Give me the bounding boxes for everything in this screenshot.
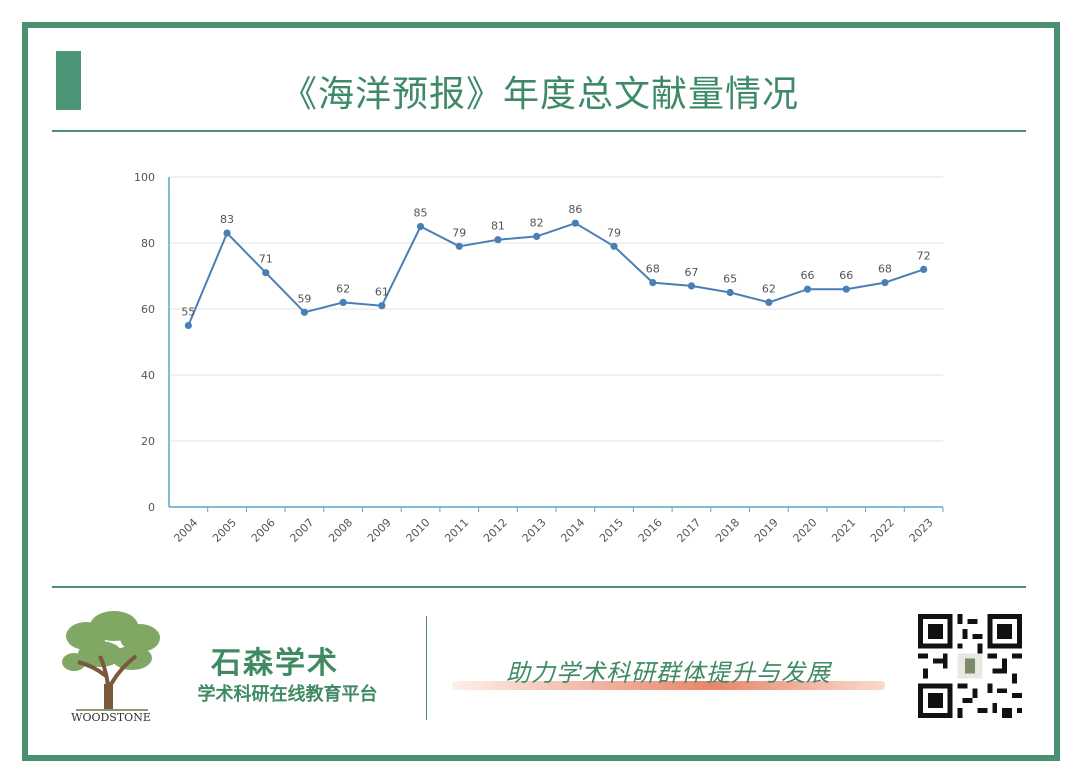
data-point (571, 219, 579, 227)
data-point (687, 282, 696, 290)
data-label: 61 (375, 286, 389, 299)
data-label: 82 (530, 216, 544, 229)
data-point (416, 222, 425, 231)
x-tick-label: 2004 (171, 516, 200, 545)
x-tick-label: 2006 (249, 516, 278, 545)
title-accent-bar (56, 51, 81, 110)
data-label: 65 (723, 273, 737, 286)
y-tick-label: 80 (141, 237, 155, 250)
x-tick-label: 2023 (907, 516, 936, 545)
data-label: 68 (646, 263, 660, 276)
x-tick-label: 2016 (636, 516, 665, 545)
data-point (726, 288, 734, 297)
x-tick-label: 2014 (558, 516, 587, 545)
data-label: 55 (181, 306, 195, 319)
data-label: 62 (336, 282, 350, 295)
brand-subtitle: 学术科研在线教育平台 (197, 684, 378, 705)
data-label: 72 (917, 249, 931, 262)
data-label: 66 (839, 269, 853, 282)
footer-divider (426, 616, 427, 720)
data-point (339, 298, 347, 306)
data-label: 66 (801, 269, 815, 282)
data-point (378, 302, 386, 310)
slogan-underline (452, 681, 885, 690)
x-tick-label: 2010 (404, 516, 433, 545)
x-tick-label: 2008 (326, 516, 355, 545)
y-tick-label: 40 (141, 369, 155, 382)
data-point (262, 269, 270, 277)
x-tick-label: 2009 (365, 516, 394, 545)
data-point (184, 321, 192, 330)
y-tick-label: 60 (141, 303, 155, 316)
series-line (187, 222, 924, 326)
data-label: 86 (568, 203, 582, 216)
y-tick-label: 100 (134, 171, 155, 184)
x-tick-label: 2022 (868, 516, 897, 545)
data-point (300, 308, 309, 316)
x-tick-label: 2015 (597, 516, 626, 545)
data-label: 85 (414, 207, 428, 220)
page-frame (22, 22, 1060, 761)
data-label: 83 (220, 213, 234, 226)
x-tick-label: 2011 (442, 516, 471, 545)
x-tick-label: 2020 (791, 516, 820, 545)
data-label: 67 (684, 266, 698, 279)
svg-text:WOODSTONE: WOODSTONE (71, 711, 151, 724)
data-label: 81 (491, 220, 505, 233)
x-tick-label: 2005 (210, 516, 239, 545)
x-tick-label: 2012 (481, 516, 510, 545)
brand-name: 石森学术 (211, 646, 339, 681)
x-tick-label: 2018 (713, 516, 742, 545)
data-point (610, 242, 618, 250)
data-label: 71 (259, 253, 273, 266)
data-point (223, 229, 231, 237)
data-label: 62 (762, 282, 776, 295)
x-tick-label: 2021 (829, 516, 858, 545)
data-point (455, 242, 463, 250)
data-point (881, 279, 889, 287)
x-tick-label: 2007 (287, 516, 316, 545)
data-point (920, 265, 928, 273)
data-point (803, 285, 812, 293)
y-tick-label: 20 (141, 435, 155, 448)
woodstone-tree-logo: WOODSTONE (62, 611, 160, 724)
data-point (494, 236, 502, 244)
y-tick-label: 0 (148, 501, 155, 514)
data-label: 79 (607, 226, 621, 239)
data-label: 59 (297, 292, 311, 305)
x-tick-label: 2013 (520, 516, 549, 545)
data-label: 79 (452, 226, 466, 239)
footer-rule (52, 586, 1026, 588)
slogan: 助力学术科研群体提升与发展 (506, 659, 831, 687)
page-title: 《海洋预报》年度总文献量情况 (280, 74, 799, 115)
x-tick-label: 2017 (674, 516, 703, 545)
data-point (765, 298, 773, 306)
qr-code[interactable] (918, 614, 1022, 718)
data-point (649, 279, 657, 287)
header-rule (52, 130, 1026, 132)
data-point (842, 285, 850, 293)
data-label: 68 (878, 263, 892, 276)
x-tick-label: 2019 (752, 516, 781, 545)
line-chart: 0 20 40 60 80 100 2004 2005 2006 2007 2008 2009 2010… (134, 171, 944, 545)
data-point (533, 232, 541, 240)
